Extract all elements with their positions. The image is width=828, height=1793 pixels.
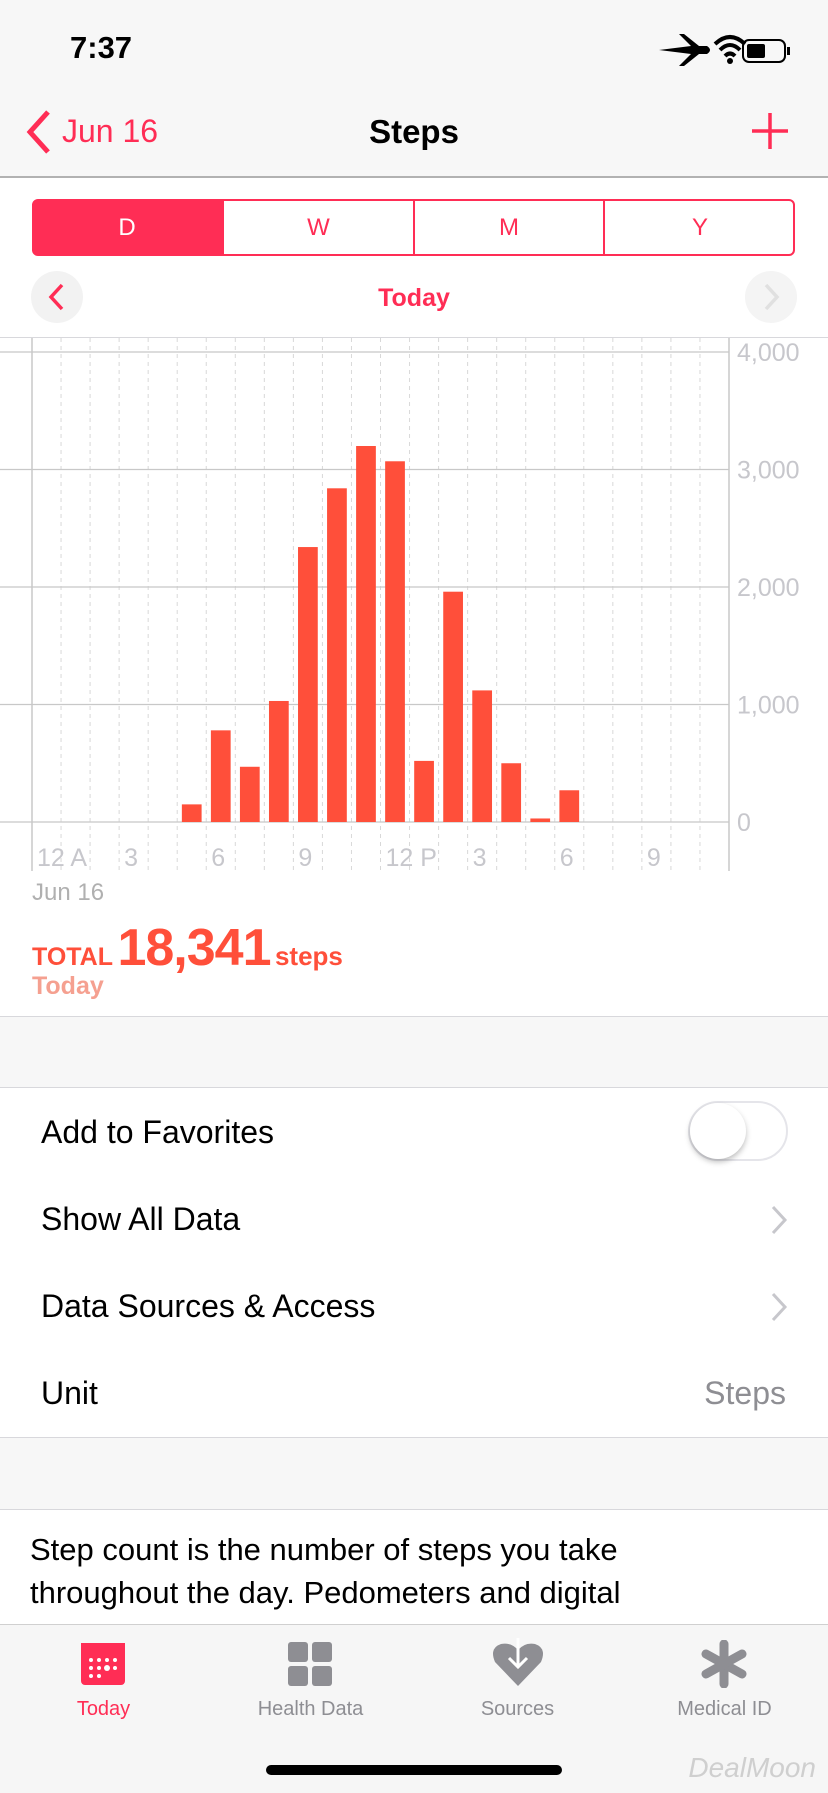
row-label: Data Sources & Access (41, 1288, 376, 1324)
bar (530, 818, 551, 822)
x-tick-label: 12 A (37, 844, 87, 872)
separator (0, 1437, 828, 1438)
description-panel: Step count is the number of steps you ta… (0, 1509, 828, 1630)
total-period: Today (32, 972, 104, 1000)
next-period[interactable] (744, 270, 798, 324)
toggle[interactable] (688, 1101, 788, 1161)
separator (0, 1016, 828, 1017)
bar (298, 547, 318, 822)
bar (501, 763, 522, 822)
tab-label: Today (76, 1698, 131, 1720)
description: Step count is the number of steps you ta… (30, 1532, 621, 1610)
bar (356, 446, 376, 822)
status-icons (659, 34, 790, 66)
home-indicator (266, 1765, 562, 1775)
tab-bar (0, 1624, 828, 1793)
row-value: Steps (704, 1375, 786, 1411)
y-tick-label: 3,000 (737, 457, 800, 485)
chevron (771, 1292, 788, 1322)
chart-top-border (0, 337, 828, 338)
nav-separator (0, 176, 828, 178)
tab-label: Health Data (257, 1698, 364, 1720)
x-tick-label: 3 (124, 844, 138, 872)
y-tick-label: 2,000 (737, 574, 800, 602)
tab-label: Sources (480, 1698, 555, 1720)
sources-row[interactable]: Data Sources & Access (0, 1262, 828, 1350)
x-tick-label: 9 (298, 844, 312, 872)
bar (443, 591, 463, 822)
tab-icon (701, 1640, 747, 1688)
row-label: Unit (41, 1375, 98, 1411)
period-label: Today (378, 284, 450, 312)
segment[interactable]: W (222, 200, 413, 255)
y-tick-label: 0 (737, 809, 751, 837)
total-value: 18,341 (117, 919, 271, 977)
x-tick-label: 9 (647, 844, 661, 872)
total-row: TOTAL 18,341 steps (32, 918, 343, 978)
bar (327, 488, 347, 822)
x-tick-label: 6 (211, 844, 225, 872)
row-label: Add to Favorites (41, 1114, 274, 1150)
tab-icon (81, 1643, 125, 1685)
chart-date: Jun 16 (32, 879, 105, 906)
total-label: TOTAL (32, 943, 114, 971)
bar (385, 461, 405, 822)
back-chevron[interactable] (24, 110, 54, 154)
unit-row[interactable]: Unit Steps (0, 1349, 828, 1437)
watermark: DealMoon (688, 1752, 816, 1783)
bar (210, 730, 231, 822)
status-time: 7:37 (70, 30, 133, 65)
segment[interactable]: D (32, 200, 222, 255)
back-button[interactable]: Jun 16 (62, 113, 159, 149)
bar (181, 804, 202, 822)
bar (559, 790, 580, 822)
tab-icon (493, 1638, 543, 1686)
separator (0, 1087, 828, 1088)
chart-panel (0, 178, 828, 1016)
tab-icon (288, 1642, 332, 1686)
x-tick-label: 6 (560, 844, 574, 872)
y-tick-label: 4,000 (737, 339, 800, 367)
segment[interactable]: Y (603, 200, 795, 255)
segment[interactable]: M (413, 200, 603, 255)
show-all-row[interactable]: Show All Data (0, 1175, 828, 1263)
prev-period[interactable] (30, 270, 84, 324)
total-unit: steps (274, 941, 343, 971)
favorites-row: Add to Favorites (0, 1088, 828, 1176)
tab-label: Medical ID (677, 1698, 772, 1720)
chevron (771, 1205, 788, 1235)
y-tick-label: 1,000 (737, 692, 800, 720)
bar (472, 690, 493, 822)
toggle-knob (690, 1103, 746, 1159)
add-button[interactable] (750, 111, 790, 151)
nav-title: Steps (369, 113, 459, 150)
x-tick-label: 3 (473, 844, 487, 872)
x-tick-label: 12 P (386, 844, 437, 872)
bar (268, 700, 289, 822)
row-label: Show All Data (41, 1201, 241, 1237)
steps-chart: 0 1,000 2,000 3,000 4,000 12 A 3 6 9 12 P 3 6 9 (0, 338, 800, 872)
bar (414, 760, 434, 822)
bar (239, 766, 260, 822)
